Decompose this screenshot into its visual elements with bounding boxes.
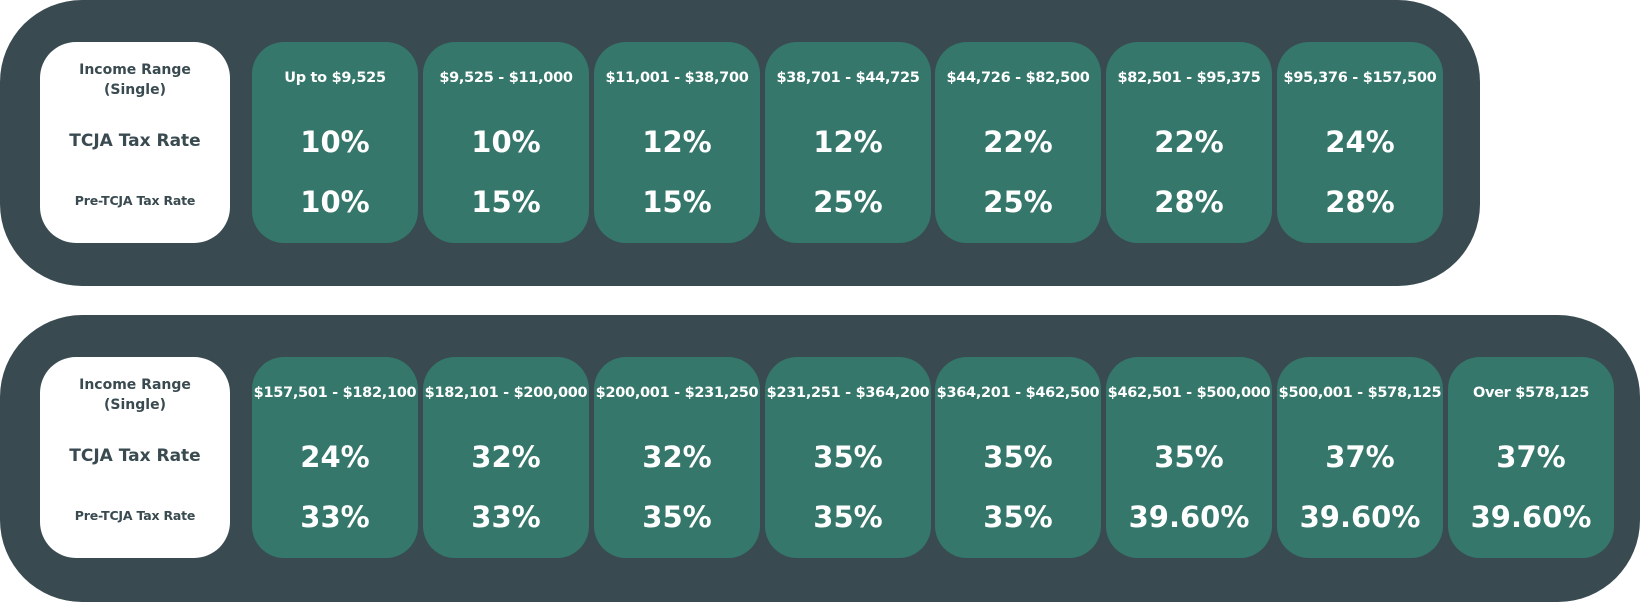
- bracket-tcja-rate: 12%: [813, 125, 883, 159]
- tcja-rate-label: TCJA Tax Rate: [69, 446, 201, 466]
- bracket-tcja-rate: 22%: [983, 125, 1053, 159]
- bracket-income-range: $9,525 - $11,000: [439, 70, 573, 86]
- bracket-tcja-rate: 32%: [642, 440, 712, 474]
- bracket-tcja-rate: 12%: [642, 125, 712, 159]
- bracket-income-range: $462,501 - $500,000: [1107, 385, 1271, 401]
- income-range-label: Income Range (Single): [79, 62, 191, 98]
- bracket-pre-tcja-rate: 33%: [300, 500, 370, 534]
- bracket-income-range: $38,701 - $44,725: [776, 70, 920, 86]
- bracket-income-range: Up to $9,525: [284, 70, 386, 86]
- row-labels-card: Income Range (Single) TCJA Tax Rate Pre-…: [40, 357, 230, 558]
- bracket-income-range: $157,501 - $182,100: [253, 385, 417, 401]
- bracket-tcja-rate: 10%: [300, 125, 370, 159]
- bracket-card: $11,001 - $38,700 12% 15%: [594, 42, 760, 243]
- tax-bracket-panel-1: Income Range (Single) TCJA Tax Rate Pre-…: [0, 0, 1480, 286]
- bracket-pre-tcja-rate: 35%: [813, 500, 883, 534]
- bracket-income-range: $182,101 - $200,000: [424, 385, 588, 401]
- bracket-tcja-rate: 24%: [300, 440, 370, 474]
- pre-tcja-rate-label: Pre-TCJA Tax Rate: [74, 193, 196, 208]
- bracket-income-range: $200,001 - $231,250: [595, 385, 759, 401]
- bracket-card: $231,251 - $364,200 35% 35%: [765, 357, 931, 558]
- bracket-income-range: $44,726 - $82,500: [946, 70, 1090, 86]
- bracket-card: $157,501 - $182,100 24% 33%: [252, 357, 418, 558]
- bracket-pre-tcja-rate: 28%: [1325, 185, 1395, 219]
- bracket-tcja-rate: 35%: [1154, 440, 1224, 474]
- tax-bracket-panel-2: Income Range (Single) TCJA Tax Rate Pre-…: [0, 315, 1640, 602]
- bracket-card: Over $578,125 37% 39.60%: [1448, 357, 1614, 558]
- bracket-pre-tcja-rate: 10%: [300, 185, 370, 219]
- row-labels-card: Income Range (Single) TCJA Tax Rate Pre-…: [40, 42, 230, 243]
- bracket-card: $182,101 - $200,000 32% 33%: [423, 357, 589, 558]
- bracket-card: $95,376 - $157,500 24% 28%: [1277, 42, 1443, 243]
- bracket-tcja-rate: 24%: [1325, 125, 1395, 159]
- bracket-pre-tcja-rate: 35%: [983, 500, 1053, 534]
- bracket-income-range: Over $578,125: [1472, 385, 1590, 401]
- bracket-card: $200,001 - $231,250 32% 35%: [594, 357, 760, 558]
- bracket-income-range: $231,251 - $364,200: [766, 385, 930, 401]
- income-range-label: Income Range (Single): [79, 377, 191, 413]
- bracket-card: $82,501 - $95,375 22% 28%: [1106, 42, 1272, 243]
- bracket-tcja-rate: 35%: [983, 440, 1053, 474]
- bracket-pre-tcja-rate: 15%: [642, 185, 712, 219]
- bracket-tcja-rate: 22%: [1154, 125, 1224, 159]
- bracket-card: $462,501 - $500,000 35% 39.60%: [1106, 357, 1272, 558]
- tcja-rate-label: TCJA Tax Rate: [69, 131, 201, 151]
- bracket-income-range: $364,201 - $462,500: [936, 385, 1100, 401]
- bracket-income-range: $95,376 - $157,500: [1283, 70, 1437, 86]
- bracket-income-range: $82,501 - $95,375: [1117, 70, 1261, 86]
- bracket-income-range: $11,001 - $38,700: [605, 70, 749, 86]
- bracket-tcja-rate: 35%: [813, 440, 883, 474]
- bracket-card: $500,001 - $578,125 37% 39.60%: [1277, 357, 1443, 558]
- bracket-pre-tcja-rate: 25%: [813, 185, 883, 219]
- bracket-pre-tcja-rate: 33%: [471, 500, 541, 534]
- bracket-tcja-rate: 37%: [1325, 440, 1395, 474]
- bracket-pre-tcja-rate: 39.60%: [1470, 500, 1592, 534]
- bracket-pre-tcja-rate: 28%: [1154, 185, 1224, 219]
- bracket-pre-tcja-rate: 25%: [983, 185, 1053, 219]
- bracket-tcja-rate: 10%: [471, 125, 541, 159]
- bracket-pre-tcja-rate: 39.60%: [1299, 500, 1421, 534]
- bracket-card: $364,201 - $462,500 35% 35%: [935, 357, 1101, 558]
- pre-tcja-rate-label: Pre-TCJA Tax Rate: [74, 508, 196, 523]
- bracket-tcja-rate: 37%: [1496, 440, 1566, 474]
- bracket-tcja-rate: 32%: [471, 440, 541, 474]
- bracket-card: Up to $9,525 10% 10%: [252, 42, 418, 243]
- bracket-card: $38,701 - $44,725 12% 25%: [765, 42, 931, 243]
- bracket-income-range: $500,001 - $578,125: [1278, 385, 1442, 401]
- bracket-pre-tcja-rate: 15%: [471, 185, 541, 219]
- bracket-pre-tcja-rate: 39.60%: [1128, 500, 1250, 534]
- bracket-card: $9,525 - $11,000 10% 15%: [423, 42, 589, 243]
- bracket-card: $44,726 - $82,500 22% 25%: [935, 42, 1101, 243]
- bracket-pre-tcja-rate: 35%: [642, 500, 712, 534]
